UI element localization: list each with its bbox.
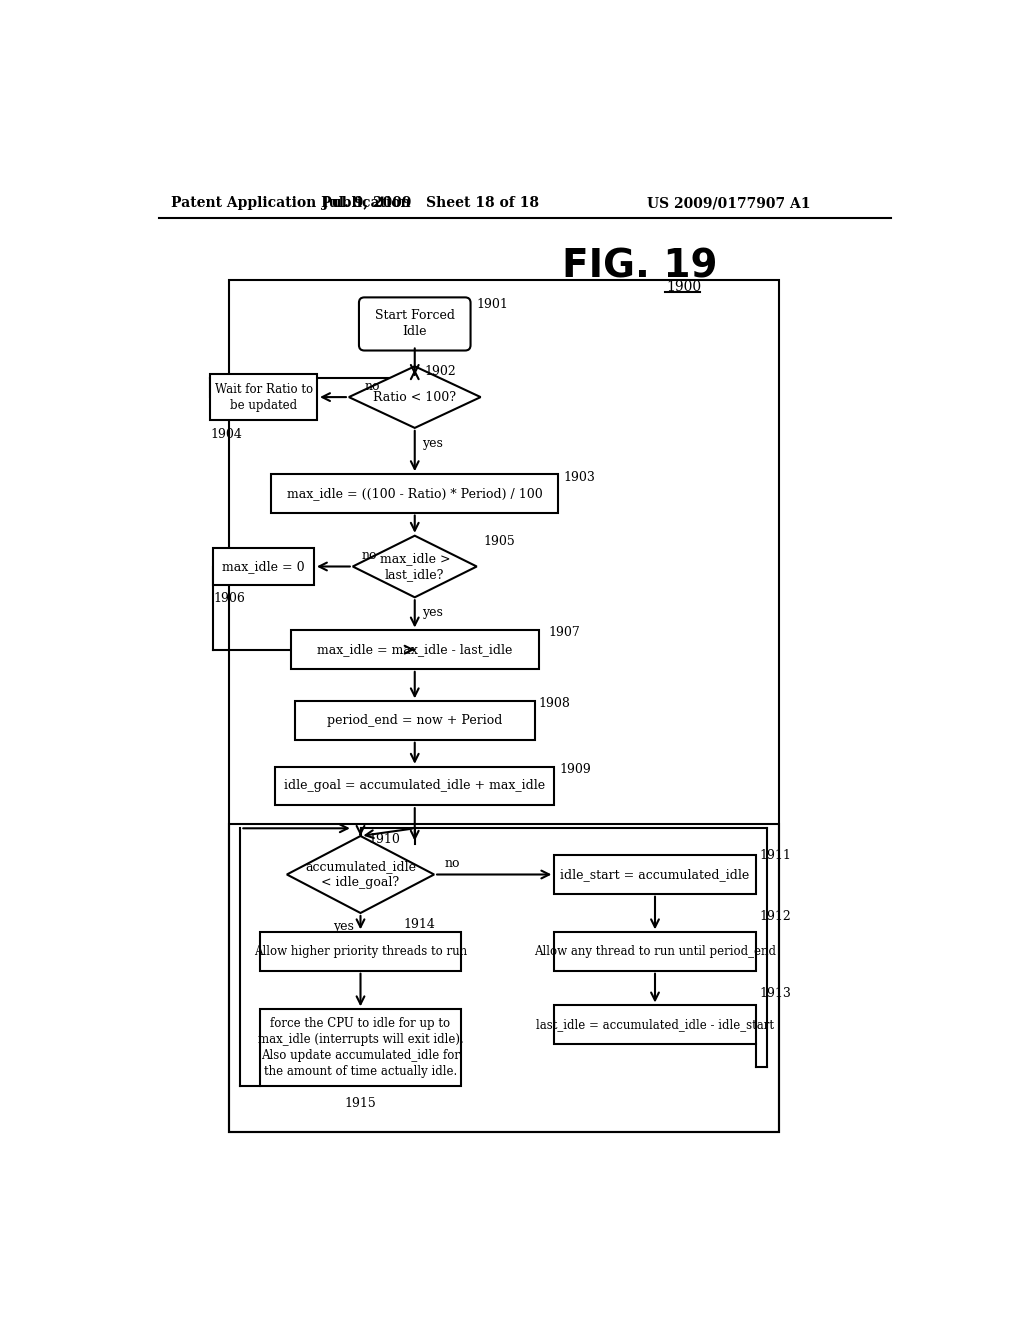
Bar (228, 825, 779, 1133)
FancyBboxPatch shape (359, 297, 471, 351)
Bar (210, 374, 317, 420)
Text: 1914: 1914 (403, 917, 435, 931)
Polygon shape (352, 536, 477, 597)
Bar (554, 855, 756, 894)
Text: max_idle = 0: max_idle = 0 (222, 560, 305, 573)
Bar (554, 932, 756, 970)
Text: yes: yes (423, 606, 443, 619)
Text: yes: yes (333, 920, 354, 933)
Text: 1906: 1906 (213, 593, 245, 606)
Bar (228, 280, 779, 1133)
Text: 1913: 1913 (760, 987, 792, 1001)
Text: no: no (444, 857, 460, 870)
Text: FIG. 19: FIG. 19 (562, 247, 717, 285)
Text: max_idle = max_idle - last_idle: max_idle = max_idle - last_idle (317, 643, 512, 656)
Polygon shape (287, 836, 434, 913)
Bar (271, 474, 558, 512)
Text: 1915: 1915 (345, 1097, 377, 1110)
Text: 1912: 1912 (760, 911, 792, 924)
Text: 1903: 1903 (563, 471, 595, 484)
Polygon shape (349, 367, 480, 428)
Bar (213, 548, 314, 585)
Text: 1904: 1904 (210, 428, 242, 441)
Text: yes: yes (423, 437, 443, 450)
Text: Jul. 9, 2009   Sheet 18 of 18: Jul. 9, 2009 Sheet 18 of 18 (322, 197, 539, 210)
Text: Wait for Ratio to
be updated: Wait for Ratio to be updated (215, 383, 312, 412)
Text: 1910: 1910 (369, 833, 400, 846)
Text: no: no (365, 380, 380, 393)
Bar (554, 1006, 756, 1044)
Text: Allow higher priority threads to run: Allow higher priority threads to run (254, 945, 467, 958)
Text: idle_goal = accumulated_idle + max_idle: idle_goal = accumulated_idle + max_idle (285, 779, 546, 792)
Text: force the CPU to idle for up to
max_idle (interrupts will exit idle).
Also updat: force the CPU to idle for up to max_idle… (258, 1018, 464, 1078)
Text: 1911: 1911 (760, 849, 792, 862)
Text: 1905: 1905 (483, 536, 515, 548)
Text: max_idle = ((100 - Ratio) * Period) / 100: max_idle = ((100 - Ratio) * Period) / 10… (287, 487, 543, 500)
Text: last_idle = accumulated_idle - idle_start: last_idle = accumulated_idle - idle_star… (536, 1018, 774, 1031)
Text: Start Forced
Idle: Start Forced Idle (375, 309, 455, 338)
Text: 1902: 1902 (424, 366, 456, 379)
Bar (260, 1010, 461, 1086)
Text: US 2009/0177907 A1: US 2009/0177907 A1 (647, 197, 811, 210)
Text: max_idle >
last_idle?: max_idle > last_idle? (380, 552, 450, 581)
Text: 1908: 1908 (539, 697, 570, 710)
Bar (260, 932, 461, 970)
Text: 1900: 1900 (667, 280, 701, 294)
Text: accumulated_idle
< idle_goal?: accumulated_idle < idle_goal? (305, 861, 416, 888)
Text: 1907: 1907 (548, 626, 580, 639)
Text: idle_start = accumulated_idle: idle_start = accumulated_idle (560, 869, 750, 880)
Text: 1909: 1909 (560, 763, 592, 776)
Text: Allow any thread to run until period_end: Allow any thread to run until period_end (534, 945, 776, 958)
Text: no: no (362, 549, 378, 562)
Bar (295, 701, 535, 739)
Text: Patent Application Publication: Patent Application Publication (171, 197, 411, 210)
Text: Ratio < 100?: Ratio < 100? (374, 391, 457, 404)
Text: 1901: 1901 (477, 298, 509, 312)
Bar (291, 631, 539, 669)
Text: period_end = now + Period: period_end = now + Period (327, 714, 503, 727)
Bar (275, 767, 554, 805)
